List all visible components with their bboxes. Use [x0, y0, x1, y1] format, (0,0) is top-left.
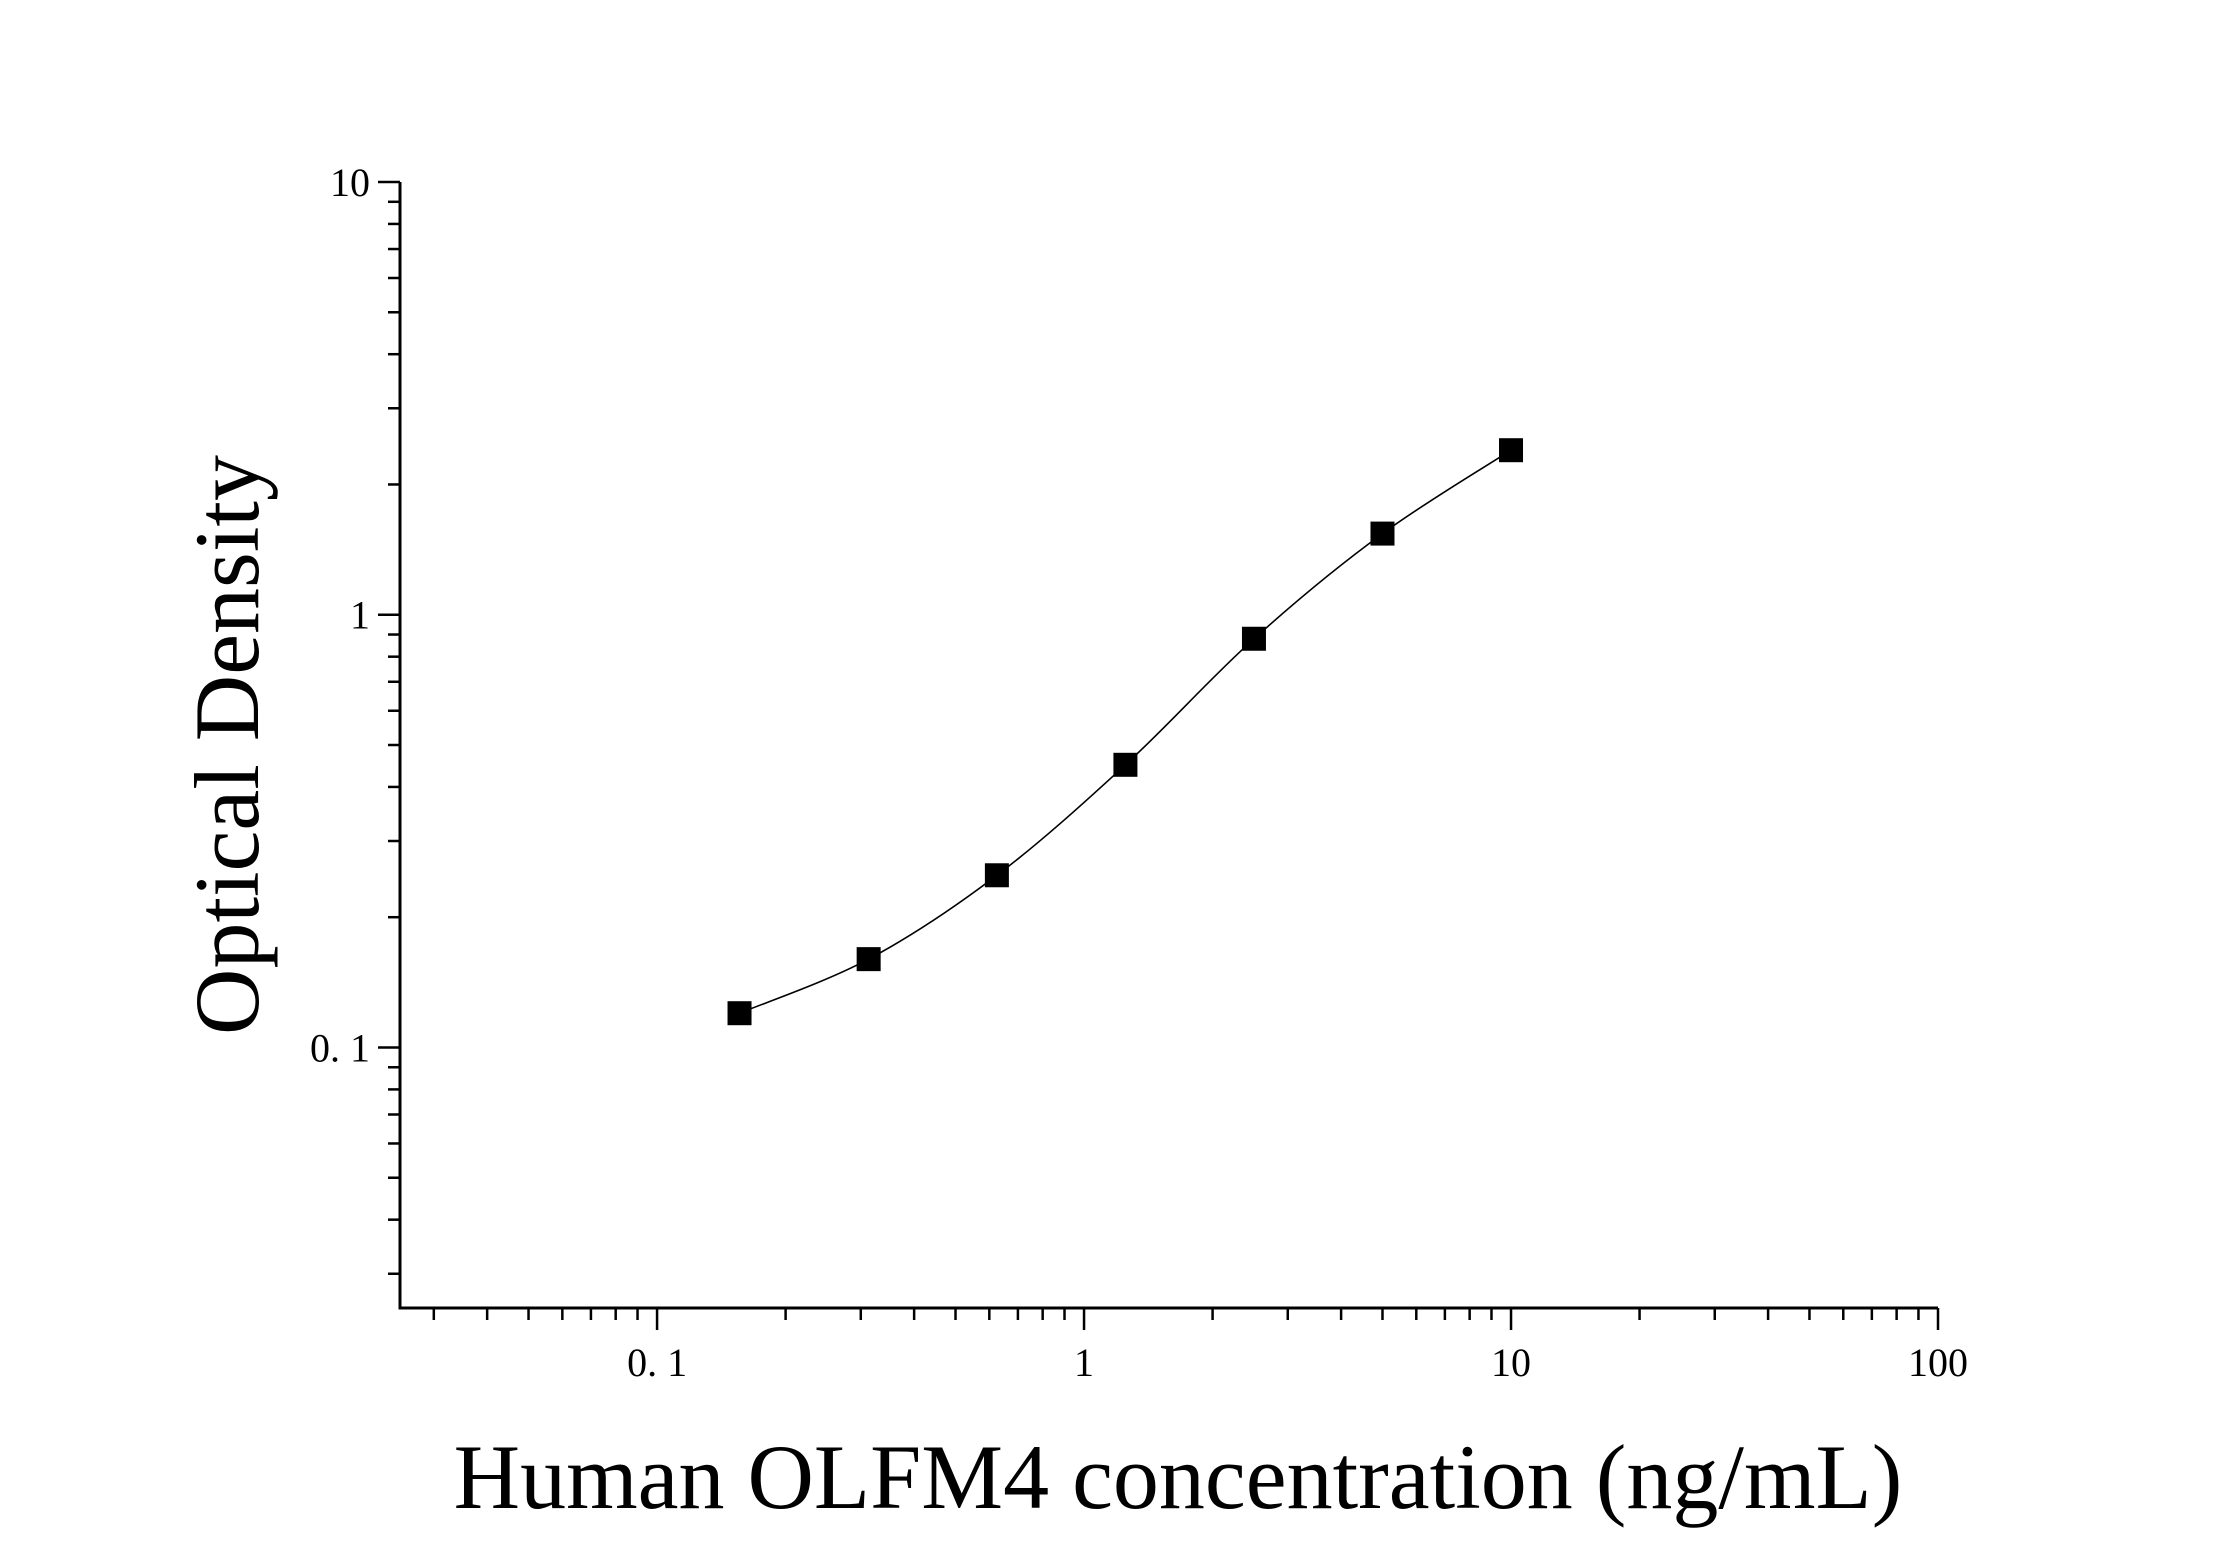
data-point	[1499, 438, 1524, 463]
y-ticks: 0. 1 1 10	[310, 160, 400, 1275]
data-point	[727, 1001, 752, 1026]
y-axis-title: Optical Density	[176, 455, 278, 1035]
x-tick-label: 0. 1	[627, 1340, 687, 1385]
x-axis-title: Human OLFM4 concentration (ng/mL)	[454, 1426, 1903, 1528]
x-ticks: 0. 1 1 10 100	[432, 1308, 1968, 1385]
x-tick-label: 100	[1908, 1340, 1968, 1385]
data-point	[1370, 521, 1395, 546]
data-point	[1113, 752, 1138, 777]
data-point	[984, 863, 1009, 888]
data-points	[727, 438, 1524, 1026]
axes	[398, 182, 1938, 1310]
y-tick-label: 0. 1	[310, 1025, 370, 1070]
x-tick-label: 1	[1074, 1340, 1094, 1385]
data-point	[1241, 626, 1266, 651]
x-tick-label: 10	[1491, 1340, 1531, 1385]
fit-curve-group	[739, 449, 1512, 1014]
y-tick-label: 10	[330, 160, 370, 205]
fit-curve	[739, 449, 1512, 1014]
y-tick-label: 1	[350, 593, 370, 638]
data-point	[856, 947, 881, 972]
